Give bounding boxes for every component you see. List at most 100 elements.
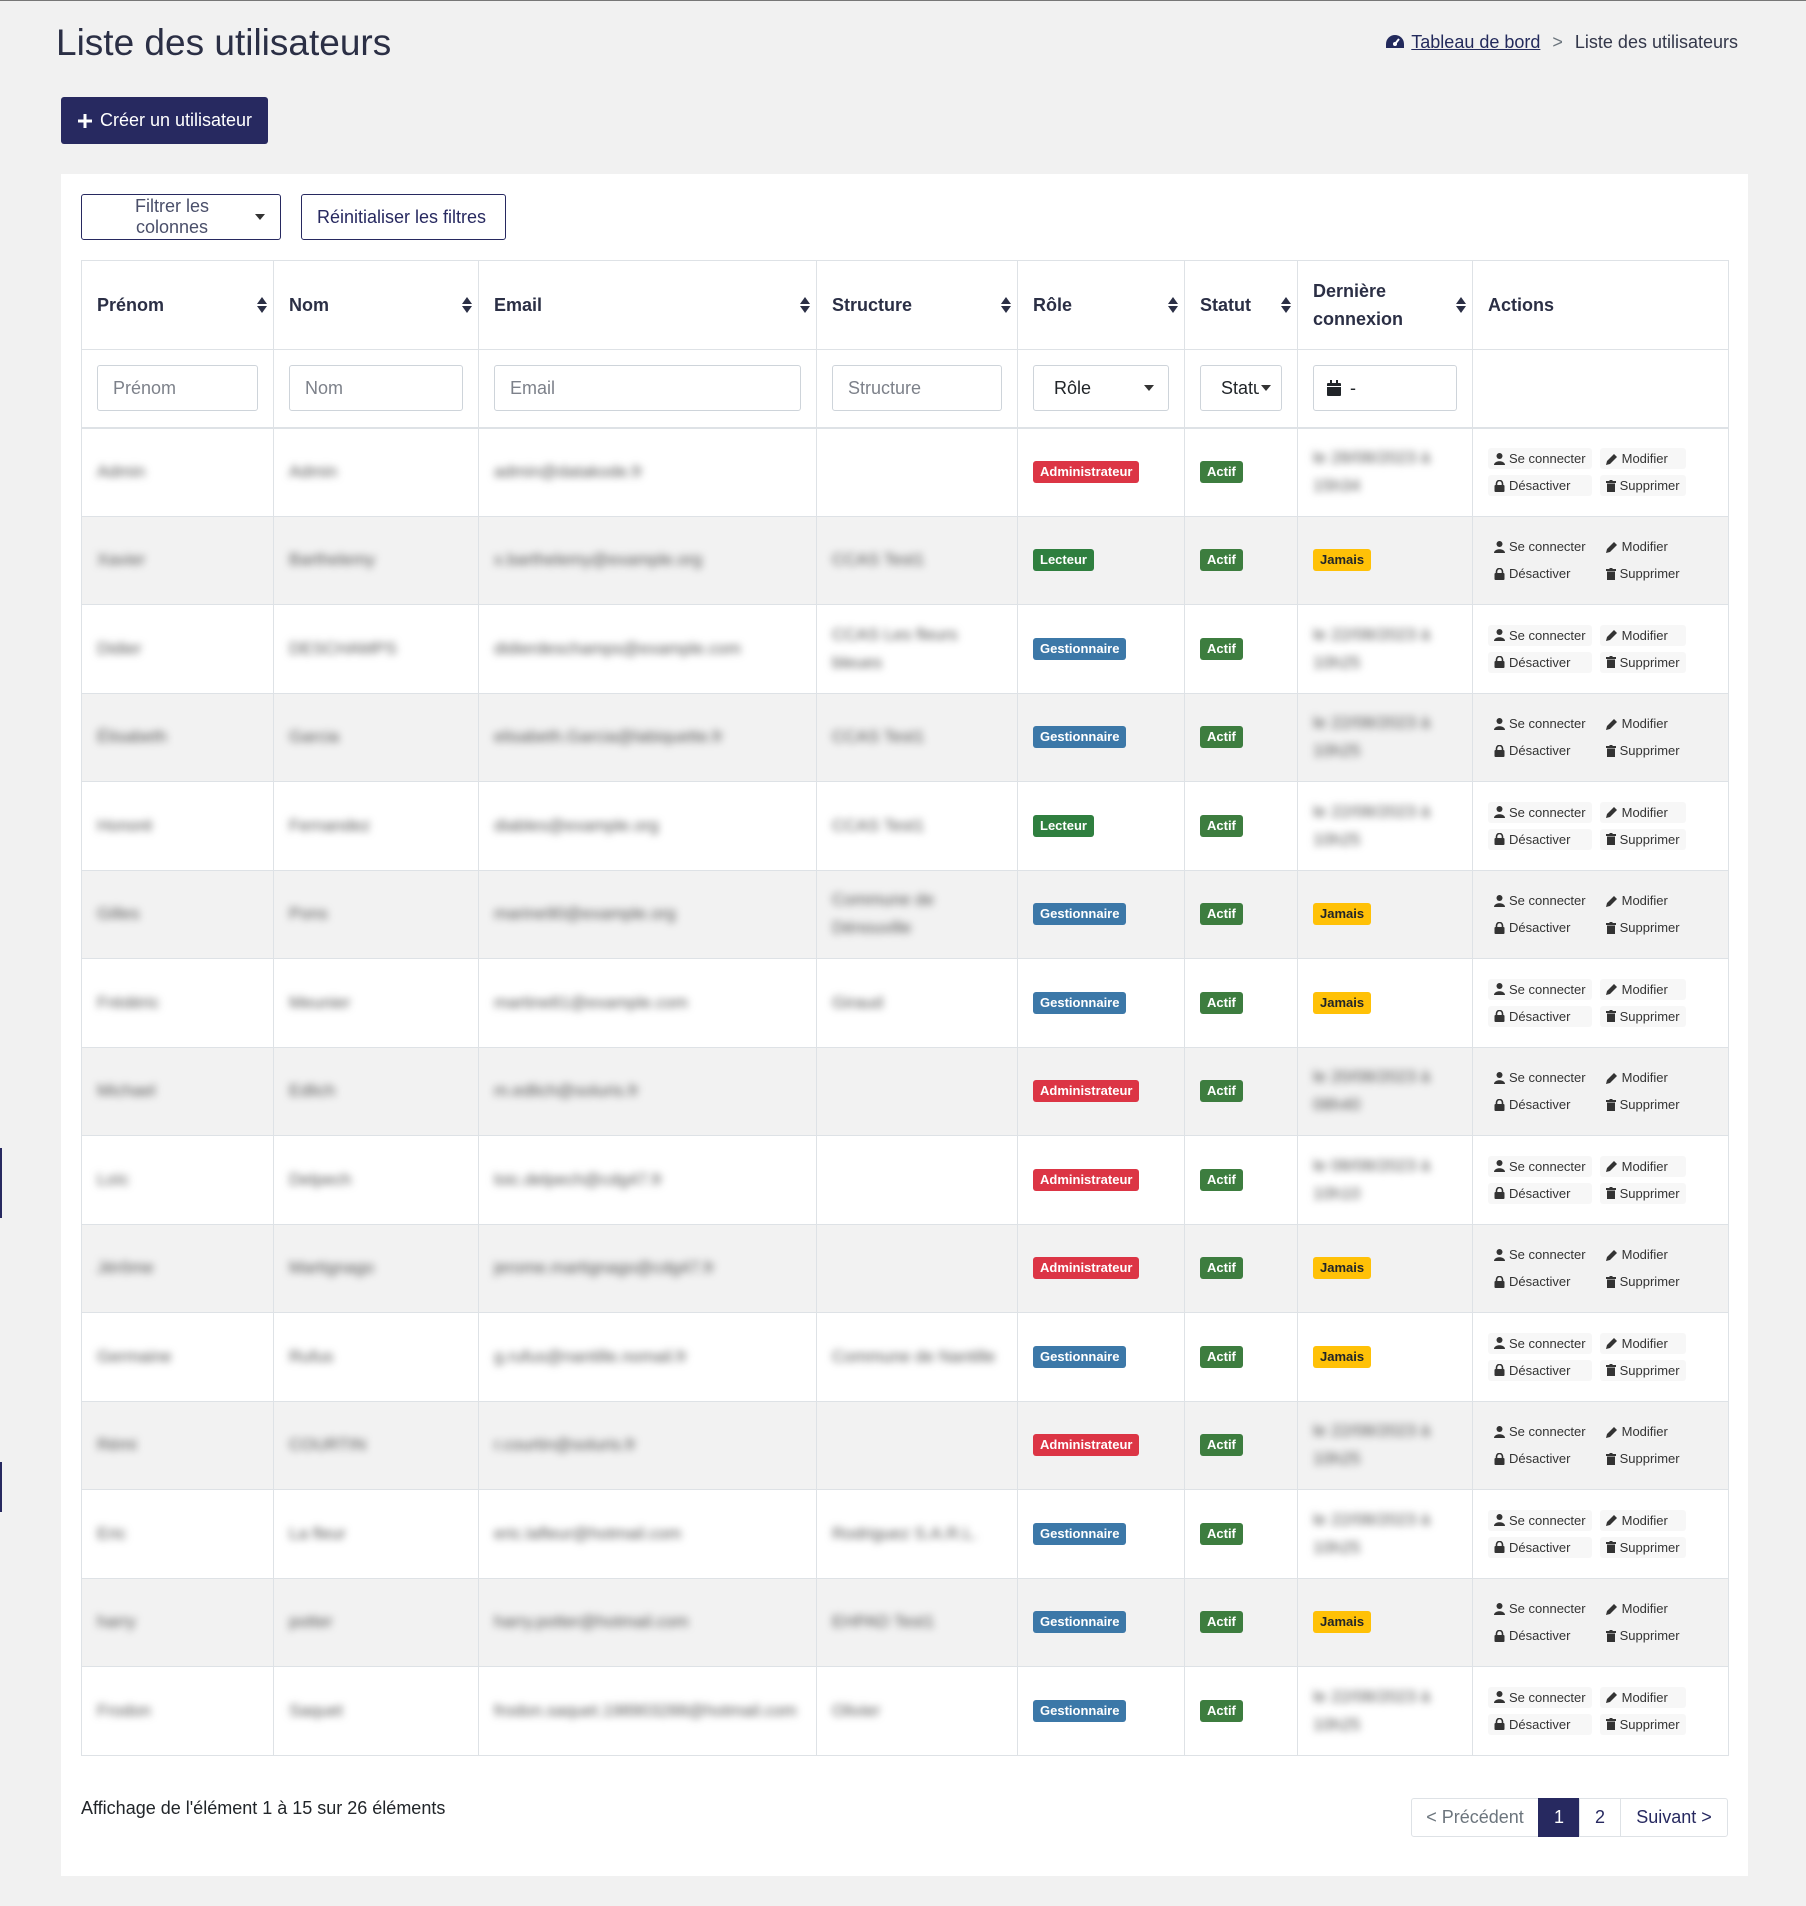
- delete-button[interactable]: Supprimer: [1599, 651, 1686, 673]
- prenom-value: Didier: [97, 638, 142, 658]
- trash-icon: [1605, 833, 1616, 846]
- sort-icon: [800, 296, 810, 314]
- edit-button[interactable]: Modifier: [1599, 1598, 1686, 1620]
- pagination-next[interactable]: Suivant >: [1620, 1798, 1728, 1837]
- pagination-previous[interactable]: < Précédent: [1411, 1798, 1539, 1837]
- edit-button[interactable]: Modifier: [1599, 1067, 1686, 1089]
- email-value: loic.delpech@cdg47.fr: [494, 1169, 663, 1189]
- prenom-value: Germaine: [97, 1346, 172, 1366]
- edit-button[interactable]: Modifier: [1599, 1332, 1686, 1354]
- login-as-button[interactable]: Se connecter: [1488, 1332, 1592, 1354]
- login-as-button[interactable]: Se connecter: [1488, 1598, 1592, 1620]
- pagination-page-1[interactable]: 1: [1538, 1798, 1580, 1837]
- deactivate-button[interactable]: Désactiver: [1488, 1182, 1592, 1204]
- delete-button[interactable]: Supprimer: [1599, 1182, 1686, 1204]
- delete-button[interactable]: Supprimer: [1599, 828, 1686, 850]
- deactivate-button[interactable]: Désactiver: [1488, 828, 1592, 850]
- deactivate-button[interactable]: Désactiver: [1488, 917, 1592, 939]
- deactivate-button[interactable]: Désactiver: [1488, 1536, 1592, 1558]
- column-header-structure[interactable]: Structure: [816, 260, 1018, 350]
- edit-button[interactable]: Modifier: [1599, 1686, 1686, 1708]
- never-badge: Jamais: [1313, 1345, 1372, 1368]
- edit-button[interactable]: Modifier: [1599, 1155, 1686, 1177]
- edit-button[interactable]: Modifier: [1599, 1244, 1686, 1266]
- delete-button[interactable]: Supprimer: [1599, 1359, 1686, 1381]
- column-header-statut[interactable]: Statut: [1184, 260, 1298, 350]
- deactivate-button[interactable]: Désactiver: [1488, 1005, 1592, 1027]
- login-as-button[interactable]: Se connecter: [1488, 713, 1592, 735]
- column-header-role[interactable]: Rôle: [1017, 260, 1185, 350]
- nom-value: DESCHAMPS: [289, 638, 397, 658]
- create-user-button[interactable]: Créer un utilisateur: [61, 97, 268, 144]
- reset-filters-button[interactable]: Réinitialiser les filtres: [301, 194, 506, 240]
- deactivate-button[interactable]: Désactiver: [1488, 651, 1592, 673]
- cell-nom: Edlich: [273, 1046, 479, 1136]
- edit-button[interactable]: Modifier: [1599, 624, 1686, 646]
- table-row: Admin Admin admin@datakode.fr Administra…: [81, 427, 1729, 517]
- cell-statut: Actif: [1184, 427, 1298, 517]
- deactivate-button[interactable]: Désactiver: [1488, 1448, 1592, 1470]
- deactivate-button[interactable]: Désactiver: [1488, 563, 1592, 585]
- role-filter-select[interactable]: Rôle: [1033, 365, 1169, 412]
- lock-icon: [1494, 1098, 1505, 1111]
- column-header-derniere-connexion[interactable]: Dernière connexion: [1297, 260, 1473, 350]
- prenom-filter-input[interactable]: [97, 365, 258, 412]
- login-as-button[interactable]: Se connecter: [1488, 1509, 1592, 1531]
- edit-button[interactable]: Modifier: [1599, 978, 1686, 1000]
- login-as-button[interactable]: Se connecter: [1488, 1067, 1592, 1089]
- login-as-button[interactable]: Se connecter: [1488, 1155, 1592, 1177]
- delete-button[interactable]: Supprimer: [1599, 1448, 1686, 1470]
- delete-button[interactable]: Supprimer: [1599, 1271, 1686, 1293]
- column-header-email[interactable]: Email: [478, 260, 817, 350]
- deactivate-button[interactable]: Désactiver: [1488, 1359, 1592, 1381]
- edit-button[interactable]: Modifier: [1599, 1509, 1686, 1531]
- cell-statut: Actif: [1184, 1135, 1298, 1225]
- deactivate-button[interactable]: Désactiver: [1488, 1271, 1592, 1293]
- trash-icon: [1605, 1098, 1616, 1111]
- login-as-button[interactable]: Se connecter: [1488, 448, 1592, 469]
- delete-button[interactable]: Supprimer: [1599, 563, 1686, 585]
- login-as-button[interactable]: Se connecter: [1488, 978, 1592, 1000]
- column-header-label: Structure: [832, 295, 913, 315]
- login-as-button[interactable]: Se connecter: [1488, 801, 1592, 823]
- date-range-filter[interactable]: -: [1313, 365, 1457, 412]
- role-badge: Gestionnaire: [1033, 1345, 1127, 1368]
- column-header-prenom[interactable]: Prénom: [81, 260, 274, 350]
- delete-button[interactable]: Supprimer: [1599, 1005, 1686, 1027]
- edit-button[interactable]: Modifier: [1599, 890, 1686, 912]
- login-as-button[interactable]: Se connecter: [1488, 1686, 1592, 1708]
- delete-button[interactable]: Supprimer: [1599, 1713, 1686, 1735]
- deactivate-button[interactable]: Désactiver: [1488, 740, 1592, 762]
- filter-columns-button[interactable]: Filtrer les colonnes: [81, 194, 281, 240]
- delete-button[interactable]: Supprimer: [1599, 917, 1686, 939]
- login-as-button[interactable]: Se connecter: [1488, 1421, 1592, 1443]
- deactivate-button[interactable]: Désactiver: [1488, 1625, 1592, 1647]
- edit-button[interactable]: Modifier: [1599, 536, 1686, 558]
- delete-button[interactable]: Supprimer: [1599, 1625, 1686, 1647]
- delete-button[interactable]: Supprimer: [1599, 740, 1686, 762]
- nom-filter-input[interactable]: [289, 365, 463, 412]
- edit-button[interactable]: Modifier: [1599, 801, 1686, 823]
- delete-button[interactable]: Supprimer: [1599, 1536, 1686, 1558]
- login-as-button[interactable]: Se connecter: [1488, 536, 1592, 558]
- structure-filter-input[interactable]: [832, 365, 1002, 412]
- pagination-page-2[interactable]: 2: [1579, 1798, 1621, 1837]
- deactivate-button[interactable]: Désactiver: [1488, 1713, 1592, 1735]
- deactivate-label: Désactiver: [1509, 1539, 1571, 1555]
- breadcrumb-home-link[interactable]: Tableau de bord: [1385, 32, 1540, 53]
- login-as-button[interactable]: Se connecter: [1488, 890, 1592, 912]
- edit-button[interactable]: Modifier: [1599, 713, 1686, 735]
- edit-button[interactable]: Modifier: [1599, 1421, 1686, 1443]
- column-header-nom[interactable]: Nom: [273, 260, 479, 350]
- edit-button[interactable]: Modifier: [1599, 448, 1686, 469]
- deactivate-button[interactable]: Désactiver: [1488, 475, 1592, 496]
- delete-button[interactable]: Supprimer: [1599, 475, 1686, 496]
- last-login-value: le 28/08/2023 à 15h34: [1313, 448, 1431, 495]
- login-as-button[interactable]: Se connecter: [1488, 1244, 1592, 1266]
- email-filter-input[interactable]: [494, 365, 801, 412]
- status-badge: Actif: [1200, 1080, 1243, 1103]
- statut-filter-select[interactable]: Statut: [1200, 365, 1282, 412]
- login-as-button[interactable]: Se connecter: [1488, 624, 1592, 646]
- deactivate-button[interactable]: Désactiver: [1488, 1094, 1592, 1116]
- delete-button[interactable]: Supprimer: [1599, 1094, 1686, 1116]
